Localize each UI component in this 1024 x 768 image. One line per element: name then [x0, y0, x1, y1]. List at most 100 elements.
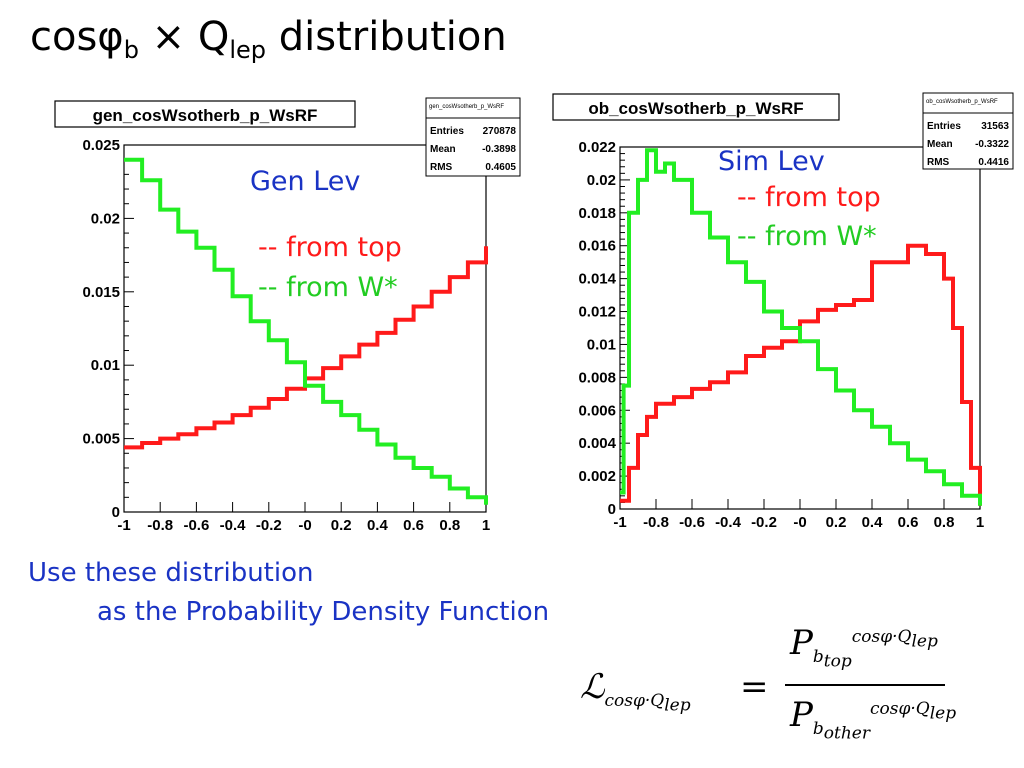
- left-stats-key: RMS: [430, 162, 453, 173]
- left-xtick-label: 0.6: [403, 517, 424, 534]
- left-title-box: [54, 100, 356, 128]
- right-ytick-label: 0.006: [578, 402, 616, 419]
- left-stats-value: 270878: [483, 126, 517, 137]
- den-sub-other: other: [823, 723, 870, 744]
- right-stats-key: Mean: [927, 139, 953, 150]
- right-xtick-label: 0.4: [862, 514, 884, 531]
- sim-lev-label: Sim Lev: [718, 146, 825, 177]
- num-sub: btop: [812, 646, 852, 671]
- num-sup-lep: lep: [911, 631, 938, 652]
- left-xtick-label: -0.4: [220, 517, 247, 534]
- left-xtick-label: 0.8: [439, 517, 460, 534]
- fraction-bar: [785, 684, 945, 686]
- right-xtick-label: -0.2: [751, 514, 777, 531]
- den-sub: bother: [812, 718, 870, 743]
- den-sup-lep: lep: [929, 703, 957, 724]
- right-xtick-label: 0.6: [898, 514, 919, 531]
- left-ytick-label: 0.025: [82, 137, 120, 154]
- left-xtick-label: -0.2: [256, 517, 282, 534]
- left-xtick-label: -0: [298, 517, 311, 534]
- right-stats-value: -0.3322: [975, 139, 1009, 150]
- formula-lhs-sub-b: lep: [664, 695, 691, 716]
- formula-lhs-sub-a: cosφ·Q: [604, 690, 665, 711]
- right-xtick-label: -0.4: [715, 514, 742, 531]
- left-ytick-label: 0.005: [82, 431, 120, 448]
- right-ytick-label: 0.002: [578, 468, 616, 485]
- slide-title: cosφb × Qlep distribution: [30, 14, 507, 64]
- right-chart-title: ob_cosWsotherb_p_WsRF: [588, 99, 803, 118]
- left-chart-title: gen_cosWsotherb_p_WsRF: [93, 106, 318, 125]
- right-ytick-label: 0.004: [578, 435, 616, 452]
- right-xtick-label: 0.8: [934, 514, 955, 531]
- left-xtick-label: -0.6: [183, 517, 209, 534]
- right-xtick-label: -0.6: [679, 514, 705, 531]
- left-plot-frame: [123, 144, 487, 513]
- right-series-from-wstar: [620, 148, 982, 506]
- right-legend-wstar: -- from W*: [737, 221, 877, 252]
- left-xtick-label: 0.2: [331, 517, 352, 534]
- title-times-q: × Q: [138, 14, 230, 60]
- formula-lhs-sub: cosφ·Qlep: [604, 690, 691, 715]
- right-xtick-label: 0.2: [826, 514, 847, 531]
- right-ytick-label: 0.018: [578, 205, 616, 222]
- body-line-2: as the Probability Density Function: [97, 597, 550, 627]
- left-ytick-label: 0.015: [82, 284, 120, 301]
- right-stats-value: 31563: [981, 121, 1009, 132]
- num-sup: cosφ·Qlep: [851, 626, 938, 651]
- right-stats-key: Entries: [927, 121, 961, 132]
- right-stats-key: RMS: [927, 157, 950, 168]
- right-title-box: [552, 93, 840, 121]
- num-sub-b: b: [812, 646, 824, 667]
- title-sub-lep: lep: [229, 36, 267, 64]
- den-sup: cosφ·Qlep: [869, 698, 956, 723]
- title-sub-b: b: [123, 36, 139, 64]
- left-ytick-label: 0: [112, 504, 120, 521]
- right-xtick-label: -0: [793, 514, 806, 531]
- left-legend-wstar: -- from W*: [258, 272, 398, 303]
- left-series-from-wstar: [124, 157, 488, 505]
- right-ytick-label: 0.012: [578, 304, 616, 321]
- left-xtick-label: 0.4: [367, 517, 389, 534]
- right-stats-name: ob_cosWsotherb_p_WsRF: [926, 99, 998, 105]
- left-stats-value: -0.3898: [482, 144, 516, 155]
- right-ytick-label: 0.022: [578, 139, 616, 156]
- den-sup-a: cosφ·Q: [869, 698, 930, 719]
- formula-numerator: Pbtopcosφ·Qlep: [790, 623, 938, 671]
- title-rest: distribution: [266, 14, 507, 60]
- right-xtick-label: 1: [976, 514, 984, 531]
- num-p: P: [790, 623, 813, 663]
- formula-script-l: ℒ: [580, 667, 605, 707]
- formula-lhs: ℒcosφ·Qlep: [580, 667, 691, 715]
- right-legend-top: -- from top: [737, 182, 881, 213]
- title-cos-phi: cosφ: [30, 14, 124, 60]
- left-stats-key: Entries: [430, 126, 464, 137]
- right-ytick-label: 0.016: [578, 238, 616, 255]
- formula-denominator: Pbothercosφ·Qlep: [790, 695, 956, 743]
- right-ytick-label: 0.02: [587, 172, 616, 189]
- left-xtick-label: 1: [482, 517, 490, 534]
- right-xtick-label: -0.8: [643, 514, 669, 531]
- left-stats-name: gen_cosWsotherb_p_WsRF: [429, 104, 504, 110]
- left-ytick-label: 0.02: [91, 210, 120, 227]
- right-stats-value: 0.4416: [978, 157, 1009, 168]
- den-sub-b: b: [812, 718, 824, 739]
- left-legend-top: -- from top: [258, 232, 402, 263]
- right-ytick-label: 0: [608, 501, 616, 518]
- left-stats-key: Mean: [430, 144, 456, 155]
- num-sup-a: cosφ·Q: [851, 626, 912, 647]
- right-ytick-label: 0.01: [587, 336, 616, 353]
- den-p: P: [790, 695, 813, 735]
- likelihood-formula: ℒcosφ·Qlep = Pbtopcosφ·Qlep Pbothercosφ·…: [580, 615, 960, 755]
- left-stats-value: 0.4605: [485, 162, 516, 173]
- num-sub-top: top: [823, 651, 852, 672]
- body-line-1: Use these distribution: [28, 558, 314, 588]
- right-stats-box: [922, 92, 1014, 170]
- left-xtick-label: -0.8: [147, 517, 173, 534]
- gen-lev-label: Gen Lev: [250, 166, 361, 197]
- right-ytick-label: 0.008: [578, 369, 616, 386]
- right-ytick-label: 0.014: [578, 271, 616, 288]
- right-xtick-label: -1: [613, 514, 626, 531]
- formula-equals: =: [740, 667, 769, 707]
- left-xtick-label: -1: [117, 517, 130, 534]
- left-ytick-label: 0.01: [91, 357, 120, 374]
